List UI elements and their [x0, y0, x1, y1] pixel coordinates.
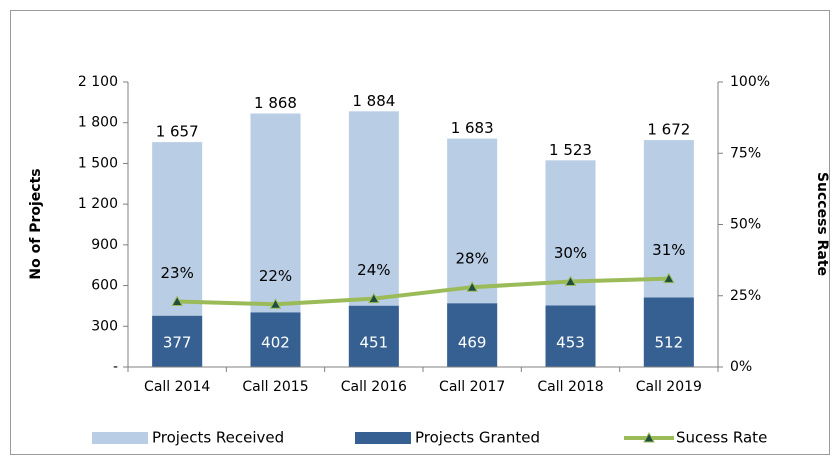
y2-axis-title: Success Rate [814, 172, 830, 276]
bar [447, 303, 498, 367]
y-tick-label: 2 100 [78, 74, 118, 90]
data-label: 28% [455, 250, 488, 268]
y2-tick-label: 50% [730, 217, 761, 233]
data-label: 30% [554, 244, 587, 262]
data-label: 453 [556, 334, 585, 352]
bar [348, 305, 399, 367]
y-tick-label: 600 [91, 278, 118, 294]
line-marker [171, 295, 184, 306]
x-tick-label: Call 2017 [439, 379, 505, 395]
bar [643, 297, 694, 367]
x-tick-label: Call 2015 [242, 379, 308, 395]
y-tick-label: 1 800 [78, 115, 118, 131]
legend-label: Projects Received [152, 429, 284, 447]
data-label: 1 657 [156, 123, 199, 141]
line [177, 276, 669, 307]
data-label: 377 [163, 334, 192, 352]
bar [152, 315, 203, 367]
y2-tick-label: 75% [730, 145, 761, 161]
y-tick-label: - [113, 359, 118, 375]
y-tick-label: 900 [91, 237, 118, 253]
data-label: 1 868 [254, 94, 297, 112]
y-tick-label: 1 200 [78, 196, 118, 212]
data-label: 24% [357, 261, 390, 279]
legend-marker [643, 431, 655, 443]
chart-frame [10, 10, 830, 455]
y2-tick-label: 25% [730, 288, 761, 304]
x-tick-label: Call 2016 [341, 379, 407, 395]
data-label: 402 [261, 334, 290, 352]
x-tick-label: Call 2018 [537, 379, 603, 395]
data-label: 1 884 [352, 92, 395, 110]
legend-label: Projects Granted [415, 429, 540, 447]
legend-swatch [92, 432, 148, 444]
x-tick-label: Call 2019 [636, 379, 702, 395]
y-tick-label: 1 500 [78, 155, 118, 171]
data-label: 1 672 [647, 121, 690, 139]
line-marker [564, 275, 577, 286]
data-label: 1 683 [451, 119, 494, 137]
data-label: 23% [160, 264, 193, 282]
bar [545, 305, 596, 367]
y2-tick-label: 100% [730, 74, 770, 90]
legend-swatch [355, 432, 411, 444]
data-label: 512 [655, 334, 684, 352]
data-label: 469 [458, 334, 487, 352]
x-tick-label: Call 2014 [144, 379, 210, 395]
bar [250, 312, 301, 367]
data-label: 1 523 [549, 141, 592, 159]
line-marker [367, 292, 380, 304]
line-marker [662, 272, 675, 284]
line-marker [466, 281, 479, 292]
y2-tick-label: 0% [730, 359, 752, 375]
data-label: 31% [652, 241, 685, 259]
data-label: 451 [360, 334, 389, 352]
legend-label: Sucess Rate [676, 429, 767, 447]
y-tick-label: 300 [91, 318, 118, 334]
line-marker [269, 298, 282, 309]
y-axis-title: No of Projects [28, 168, 44, 279]
data-label: 22% [259, 267, 292, 285]
